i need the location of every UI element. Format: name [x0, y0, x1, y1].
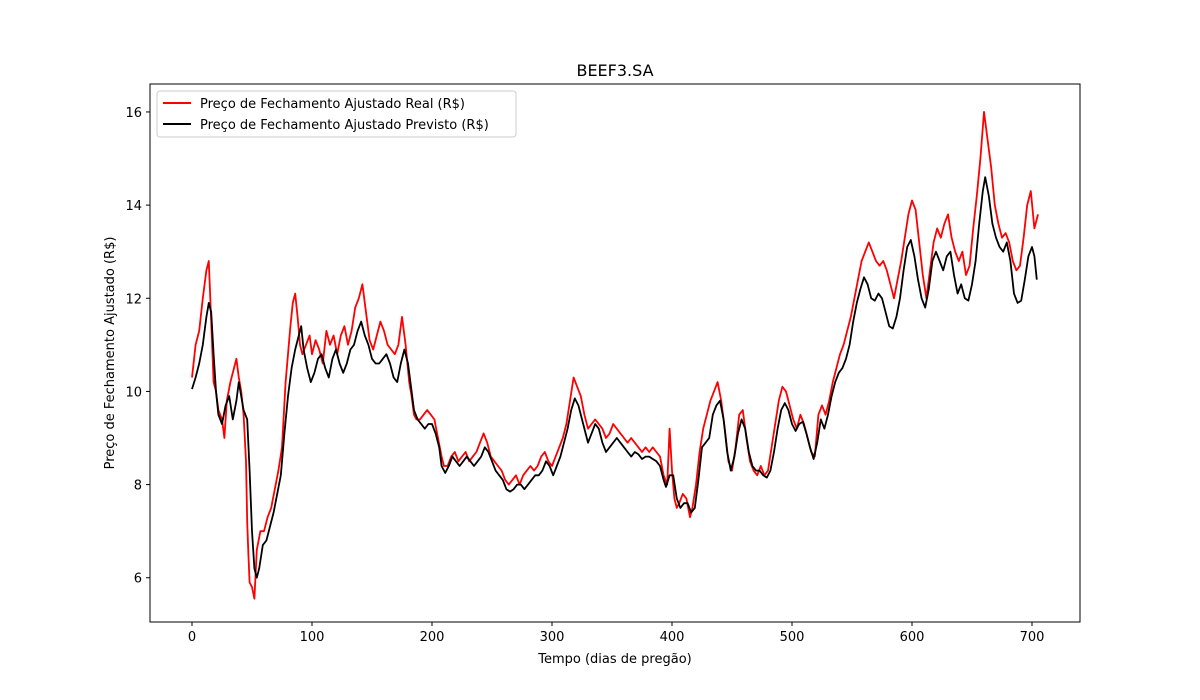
x-tick-label: 0	[188, 630, 196, 645]
x-tick-label: 400	[660, 630, 685, 645]
y-tick-label: 6	[134, 572, 142, 587]
x-tick-label: 600	[900, 630, 925, 645]
axes: 0 100 200 300 400 500 600 700 6 8 10 12 14 16	[125, 106, 1044, 645]
x-tick-label: 700	[1020, 630, 1045, 645]
y-tick-label: 12	[125, 292, 142, 307]
y-tick-label: 14	[125, 199, 142, 214]
series-line-1	[191, 176, 1038, 579]
y-axis-label: Preço de Fechamento Ajustado (R$)	[103, 237, 118, 470]
y-tick-label: 16	[125, 106, 142, 121]
x-tick-label: 300	[540, 630, 565, 645]
legend-label-1: Preço de Fechamento Ajustado Previsto (R…	[200, 118, 489, 133]
x-tick-label: 200	[420, 630, 445, 645]
x-tick-label: 500	[780, 630, 805, 645]
y-tick-label: 8	[134, 479, 142, 494]
x-tick-label: 100	[300, 630, 325, 645]
plot-frame	[149, 83, 1081, 623]
plot-area	[191, 111, 1039, 600]
legend-box	[156, 90, 517, 138]
legend-label-0: Preço de Fechamento Ajustado Real (R$)	[200, 97, 465, 112]
chart-title: BEEF3.SA	[576, 61, 653, 80]
x-axis-label: Tempo (dias de pregão)	[537, 652, 691, 667]
legend: Preço de Fechamento Ajustado Real (R$) Pr…	[156, 90, 517, 138]
series-line-0	[191, 111, 1039, 600]
y-tick-label: 10	[125, 385, 142, 400]
